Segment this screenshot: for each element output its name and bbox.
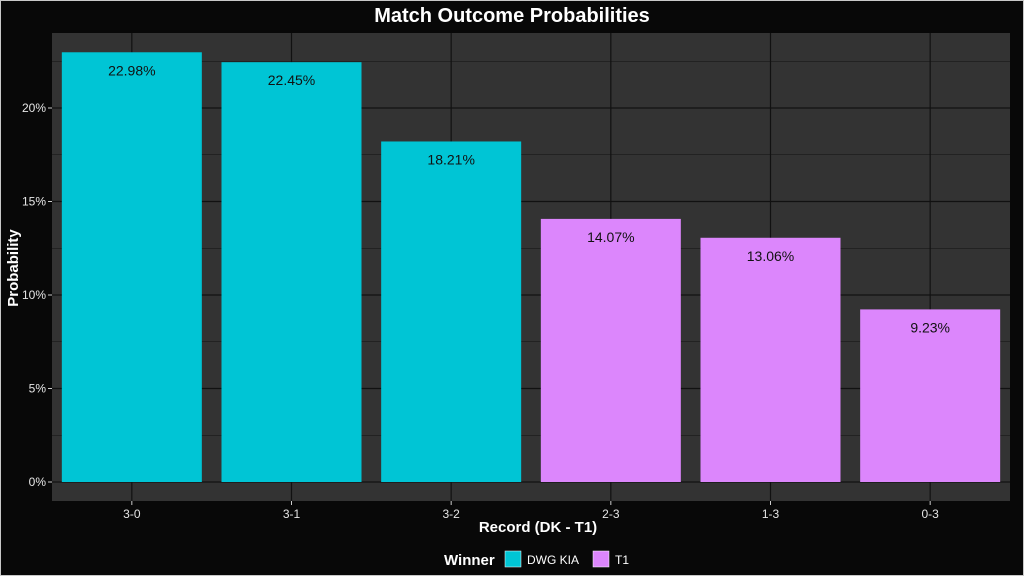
plot-panel: [52, 33, 1010, 501]
data-label: 13.06%: [747, 248, 794, 264]
bar-0-3: [860, 309, 1001, 482]
legend-swatch: [504, 550, 522, 568]
y-tick-label: 20%: [22, 101, 46, 115]
data-label: 9.23%: [910, 319, 950, 335]
x-axis: 3-0 3-1 3-2 2-3 1-3 0-3: [123, 501, 939, 521]
legend-title: Winner: [444, 552, 495, 569]
x-tick-label: 3-1: [283, 507, 301, 521]
y-tick-label: 15%: [22, 195, 46, 209]
y-axis-title: Probability: [5, 229, 22, 307]
x-tick-label: 3-2: [442, 507, 460, 521]
y-tick-label: 0%: [29, 475, 47, 489]
legend-label: T1: [615, 553, 629, 567]
x-axis-title: Record (DK - T1): [479, 519, 597, 536]
data-labels: 22.98% 22.45% 18.21% 14.07% 13.06% 9.23%: [108, 62, 950, 335]
legend-label: DWG KIA: [527, 553, 579, 567]
bar-3-2: [381, 141, 522, 482]
data-label: 22.98%: [108, 62, 155, 78]
x-tick-label: 2-3: [602, 507, 620, 521]
data-label: 14.07%: [587, 229, 634, 245]
bar-2-3: [540, 218, 681, 483]
bar-3-0: [61, 52, 202, 483]
data-label: 18.21%: [427, 151, 474, 167]
y-axis: 0% 5% 10% 15% 20%: [22, 101, 52, 489]
legend: Winner DWG KIA T1: [444, 550, 629, 569]
bar-1-3: [700, 237, 841, 482]
bar-3-1: [221, 62, 362, 483]
x-tick-label: 0-3: [921, 507, 939, 521]
y-tick-label: 5%: [29, 382, 47, 396]
x-tick-label: 1-3: [762, 507, 780, 521]
chart-title: Match Outcome Probabilities: [374, 5, 650, 27]
bars: [61, 52, 1001, 483]
data-label: 22.45%: [268, 72, 315, 88]
legend-swatch: [592, 550, 610, 568]
x-tick-label: 3-0: [123, 507, 141, 521]
y-tick-label: 10%: [22, 288, 46, 302]
